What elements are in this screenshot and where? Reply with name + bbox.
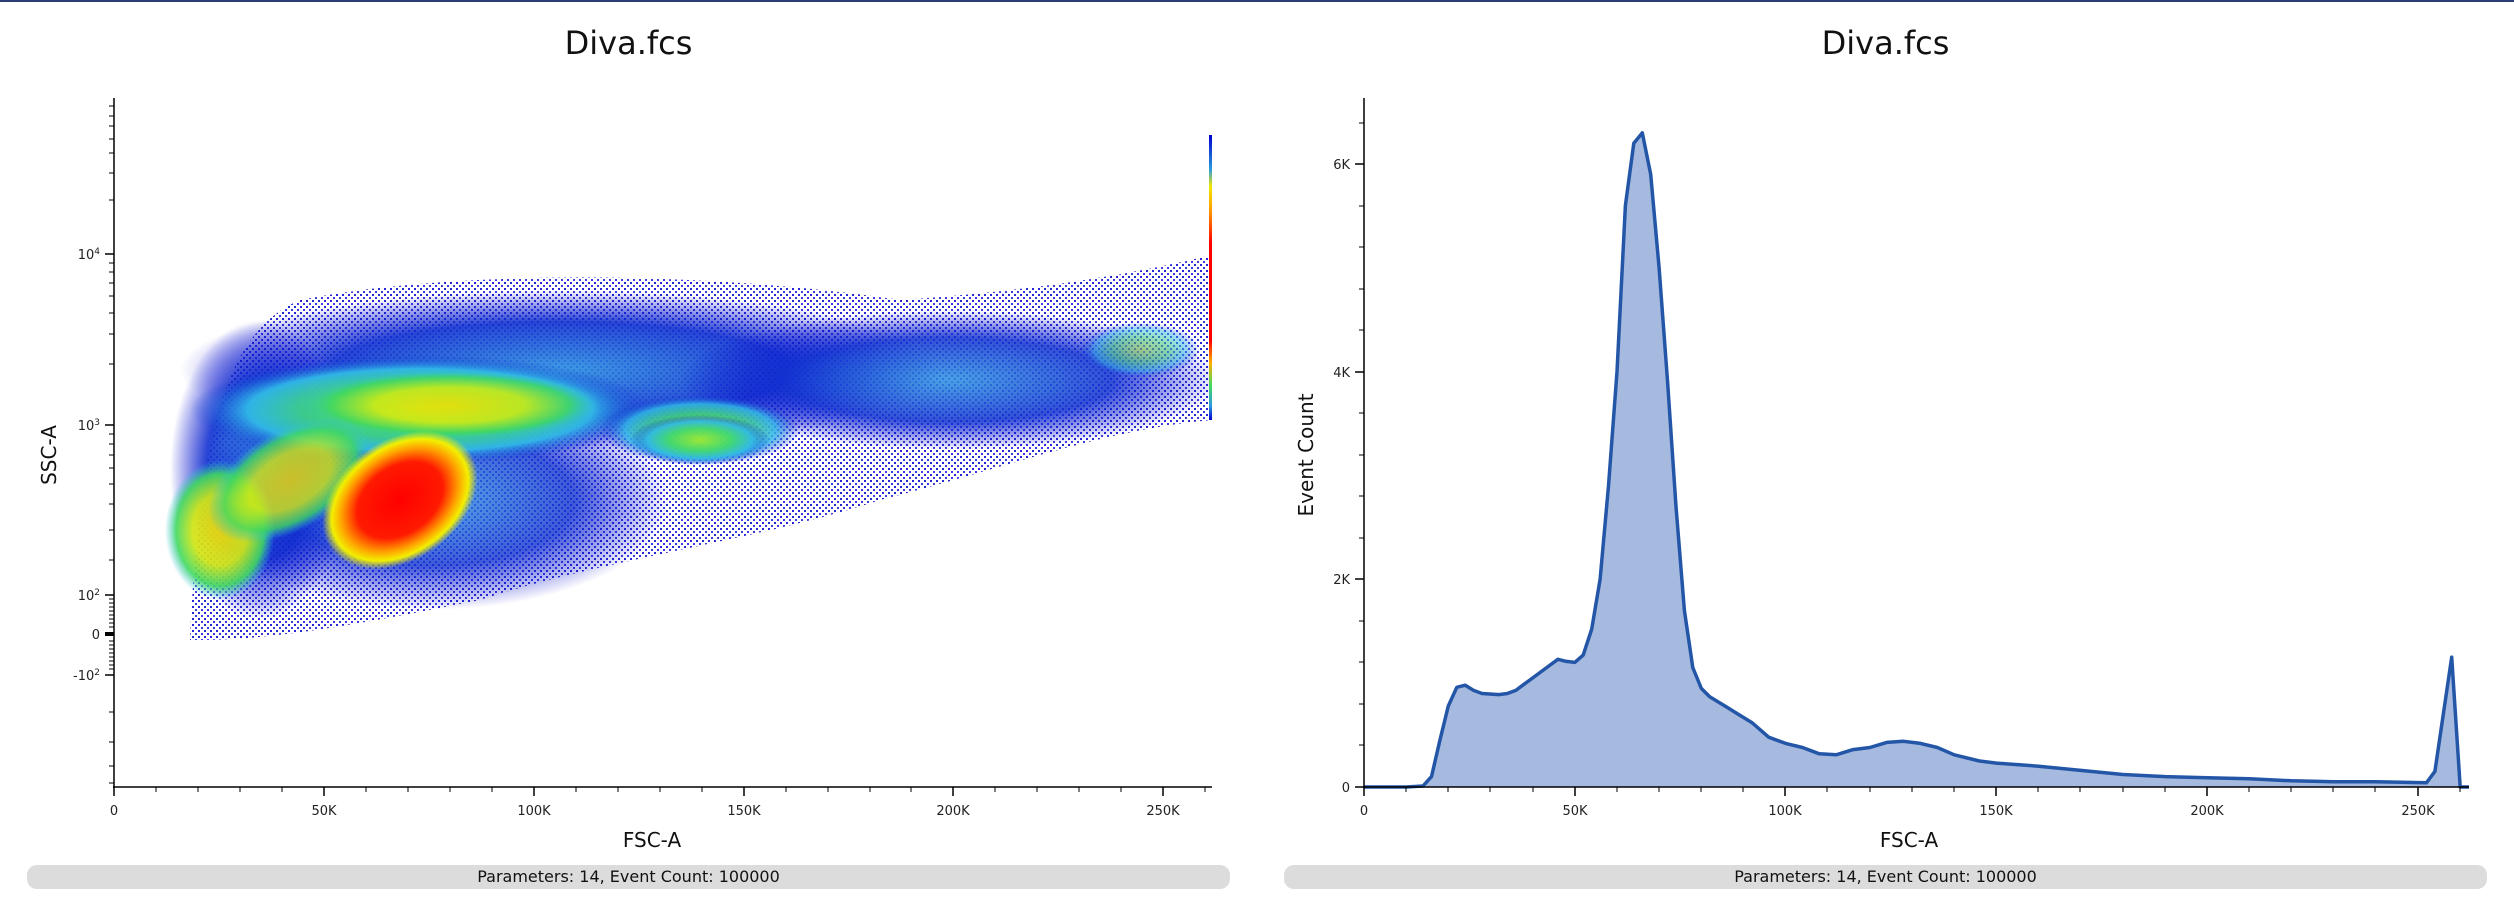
svg-text:0: 0	[92, 628, 100, 643]
svg-text:150K: 150K	[1979, 804, 2013, 819]
scatter-x-axis	[113, 786, 1212, 796]
scatter-y-axis	[105, 98, 115, 788]
svg-text:150K: 150K	[727, 804, 761, 819]
window-top-border	[0, 0, 2514, 2]
svg-text:0: 0	[1342, 781, 1350, 796]
svg-text:200K: 200K	[936, 804, 970, 819]
svg-text:100K: 100K	[517, 804, 551, 819]
histogram-x-label: FSC-A	[1880, 828, 1939, 852]
histogram-fill	[1364, 132, 2469, 787]
histogram-title: Diva.fcs	[1821, 24, 1950, 62]
scatter-density-cloud	[165, 135, 1212, 640]
svg-text:200K: 200K	[2190, 804, 2224, 819]
svg-text:2K: 2K	[1333, 573, 1350, 588]
svg-text:50K: 50K	[311, 804, 337, 819]
svg-text:50K: 50K	[1562, 804, 1588, 819]
histogram-x-tick-labels: 0 50K 100K 150K 200K 250K	[1360, 804, 2435, 819]
scatter-y-label: SSC-A	[37, 425, 61, 485]
histogram-plot[interactable]: 0 2K 4K 6K Event Count	[1257, 0, 2514, 860]
svg-text:-102: -102	[73, 668, 100, 684]
scatter-status-bar: Parameters: 14, Event Count: 100000	[27, 865, 1230, 889]
histogram-panel: Diva.fcs 0 2K 4K 6K Event	[1257, 0, 2514, 899]
histogram-line	[1364, 131, 2469, 789]
scatter-title: Diva.fcs	[564, 24, 693, 62]
histogram-y-axis	[1355, 98, 1365, 788]
svg-text:100K: 100K	[1768, 804, 1802, 819]
svg-text:102: 102	[78, 588, 100, 604]
svg-text:250K: 250K	[2401, 804, 2435, 819]
histogram-status-bar: Parameters: 14, Event Count: 100000	[1284, 865, 2487, 889]
histogram-y-tick-labels: 0 2K 4K 6K	[1333, 158, 1350, 796]
scatter-plot[interactable]: 104 103 102 0 -102 SSC-A	[0, 0, 1257, 860]
svg-text:103: 103	[78, 418, 100, 434]
svg-text:0: 0	[1360, 804, 1368, 819]
svg-text:250K: 250K	[1146, 804, 1180, 819]
svg-text:0: 0	[110, 804, 118, 819]
histogram-x-axis	[1363, 786, 2469, 796]
scatter-x-tick-labels: 0 50K 100K 150K 200K 250K	[110, 804, 1180, 819]
scatter-panel: Diva.fcs	[0, 0, 1257, 889]
svg-text:104: 104	[78, 247, 101, 263]
scatter-x-label: FSC-A	[623, 828, 682, 852]
svg-text:4K: 4K	[1333, 366, 1350, 381]
svg-text:6K: 6K	[1333, 158, 1350, 173]
histogram-y-label: Event Count	[1294, 393, 1318, 516]
scatter-y-tick-labels: 104 103 102 0 -102	[73, 247, 100, 684]
